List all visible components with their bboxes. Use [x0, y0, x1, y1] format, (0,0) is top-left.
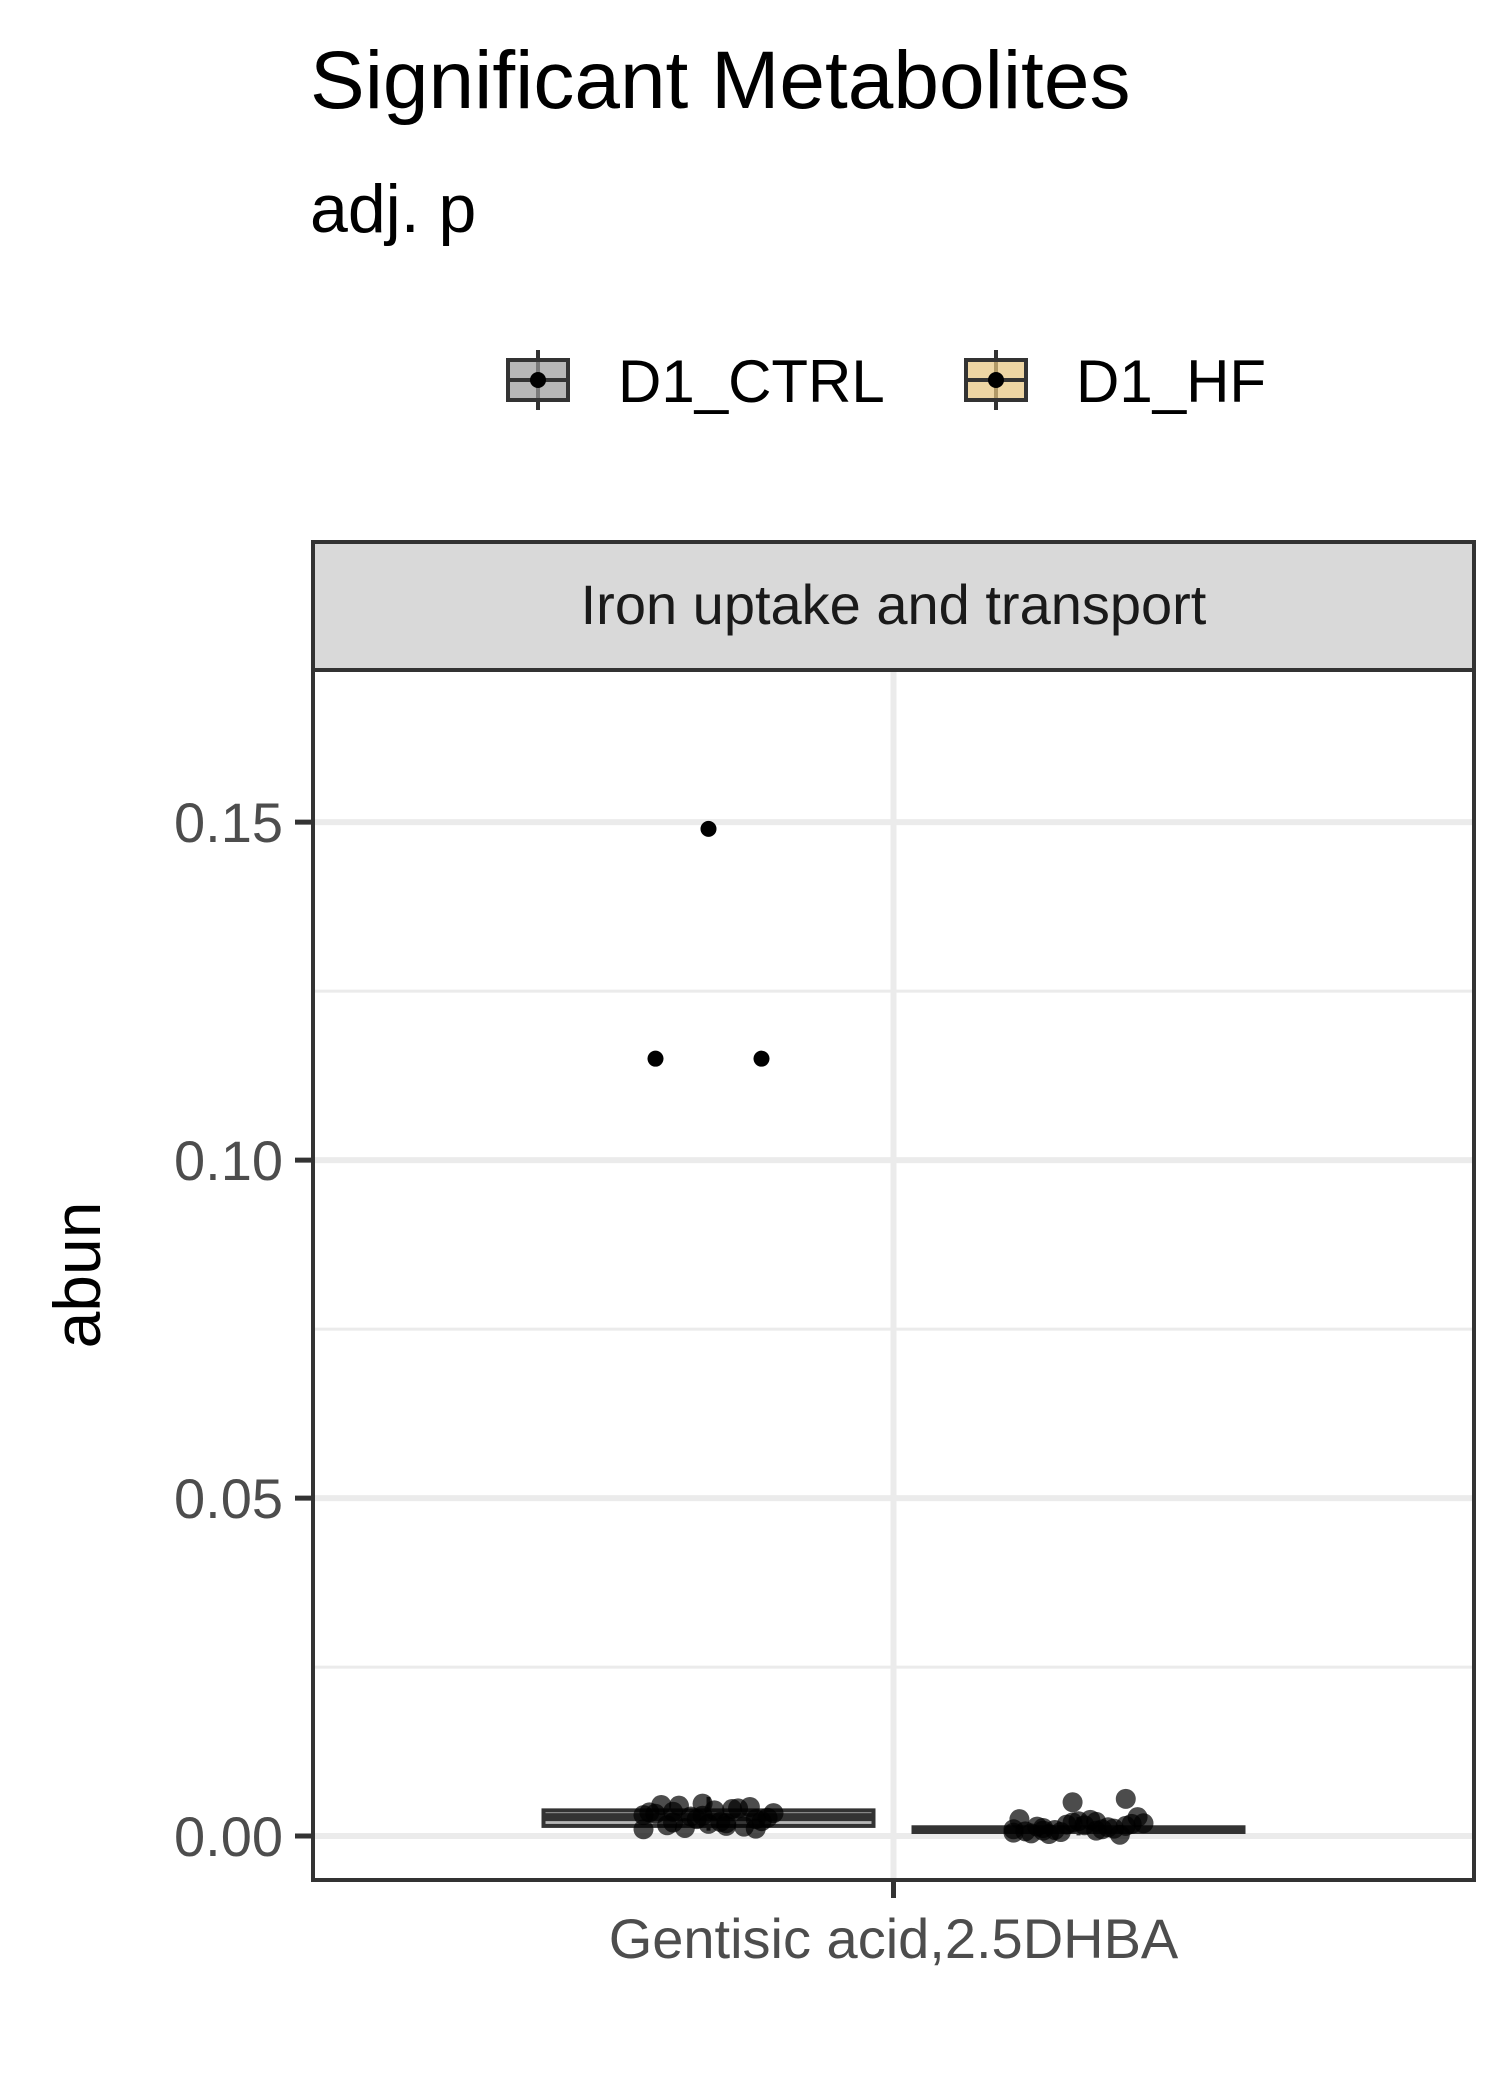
data-point: [739, 1796, 760, 1817]
legend: D1_CTRL D1_HF: [506, 348, 1266, 415]
legend-label: D1_HF: [1076, 348, 1266, 415]
data-point: [763, 1803, 784, 1824]
data-point: [1133, 1813, 1154, 1834]
chart-title: Significant Metabolites: [310, 35, 1130, 126]
chart-subtitle: adj. p: [310, 171, 476, 247]
data-point: [633, 1805, 654, 1826]
data-point: [692, 1793, 713, 1814]
data-point: [663, 1801, 684, 1822]
legend-key-point: [988, 372, 1004, 388]
data-point: [1062, 1792, 1083, 1813]
y-tick-label: 0.10: [174, 1129, 283, 1192]
legend-item-d1-ctrl: D1_CTRL: [506, 348, 885, 415]
series-d1-ctrl: [541, 820, 876, 1840]
data-point: [745, 1818, 766, 1839]
data-point: [1086, 1811, 1107, 1832]
outlier-point: [753, 1050, 770, 1067]
data-point: [633, 1819, 654, 1840]
y-tick-label: 0.15: [174, 791, 283, 854]
legend-item-d1-hf: D1_HF: [964, 348, 1266, 415]
plot-panel: 0.00 0.05 0.10 0.15 Iron uptake and transpor…: [174, 540, 1476, 1970]
y-axis-label: abun: [40, 1202, 114, 1349]
y-tick-label: 0.00: [174, 1805, 283, 1868]
facet-strip: [311, 540, 1476, 672]
x-tick-label: Gentisic acid,2.5DHBA: [609, 1907, 1179, 1970]
series-d1-hf: [911, 1788, 1246, 1845]
data-point: [1056, 1814, 1077, 1835]
outlier-point: [700, 820, 717, 837]
data-point: [686, 1809, 707, 1830]
data-point: [1033, 1820, 1054, 1841]
outlier-point: [647, 1050, 664, 1067]
facet-strip-label: Iron uptake and transport: [581, 573, 1207, 636]
data-point: [1003, 1819, 1024, 1840]
data-point: [1109, 1824, 1130, 1845]
legend-label: D1_CTRL: [618, 348, 885, 415]
data-point: [1115, 1788, 1136, 1809]
legend-key-point: [530, 372, 546, 388]
data-point: [716, 1813, 737, 1834]
y-tick-label: 0.05: [174, 1467, 283, 1530]
